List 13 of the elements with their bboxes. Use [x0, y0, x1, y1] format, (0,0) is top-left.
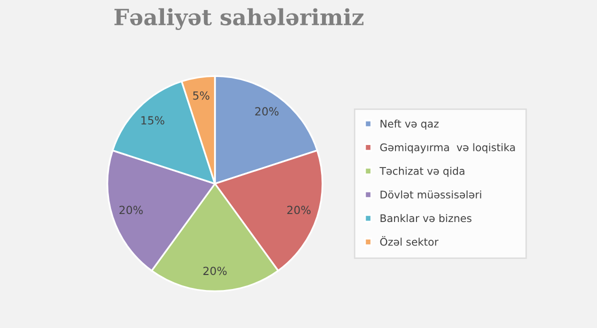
- legend-label: Neft və qaz: [380, 120, 439, 130]
- data-label: 20%: [203, 266, 227, 276]
- legend-label: Banklar və biznes: [380, 214, 472, 222]
- chart-title: Fəaliyət sahələrimiz: [114, 8, 364, 30]
- data-label: 5%: [193, 91, 210, 100]
- data-label: 20%: [255, 107, 279, 116]
- legend-label: Gəmiqayırma və loqistika: [380, 143, 515, 154]
- legend-label: Dövlət müəssisələri: [380, 190, 482, 199]
- data-label: 15%: [141, 116, 164, 125]
- legend-label: Təchizat və qida: [380, 166, 464, 177]
- legend-label: Özəl sektor: [380, 236, 438, 246]
- data-label: 20%: [119, 206, 143, 214]
- data-label: 20%: [287, 206, 311, 214]
